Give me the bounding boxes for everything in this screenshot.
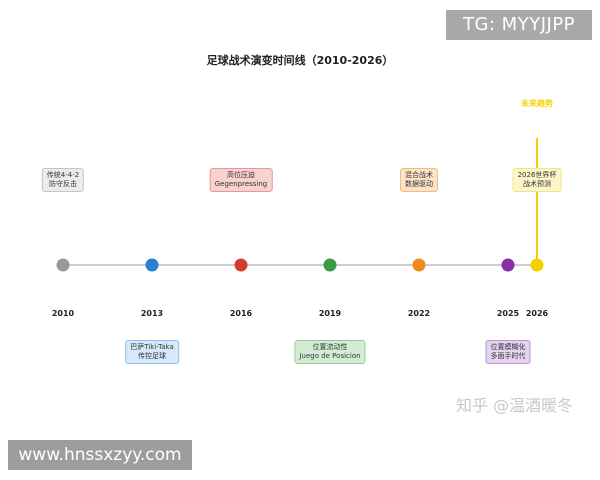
event-subtitle: 防守反击: [48, 180, 77, 188]
event-dot-2026: [530, 258, 544, 272]
event-box-2016: 高位压迫 Gegenpressing: [209, 168, 273, 192]
event-dot-2019: [323, 258, 337, 272]
event-dot-2016: [234, 258, 248, 272]
event-title: 2026世界杯: [517, 171, 557, 179]
year-label-2013: 2013: [140, 309, 164, 318]
event-dot-2013: [145, 258, 159, 272]
event-dot-2010: [56, 258, 70, 272]
event-box-2026: 2026世界杯 战术预测: [512, 168, 562, 192]
diagram-title: 足球战术演变时间线（2010-2026）: [206, 54, 394, 67]
year-label-2016: 2016: [229, 309, 253, 318]
event-box-2013: 巴萨Tiki-Taka 传控足球: [125, 340, 179, 364]
event-title: 巴萨Tiki-Taka: [130, 343, 174, 351]
event-subtitle: 传控足球: [137, 352, 166, 360]
event-subtitle: 多面手时代: [490, 352, 526, 360]
event-box-2010: 传统4-4-2 防守反击: [41, 168, 85, 192]
event-box-2019: 位置流动性 Juego de Posicion: [294, 340, 366, 364]
event-title: 混合战术: [405, 171, 433, 179]
year-label-2022: 2022: [407, 309, 431, 318]
event-title: 位置流动性: [312, 343, 348, 351]
event-dot-2025: [501, 258, 515, 272]
year-label-2010: 2010: [51, 309, 75, 318]
site-watermark: www.hnssxzyy.com: [8, 440, 192, 470]
event-title: 传统4-4-2: [46, 171, 80, 179]
event-subtitle: 数据驱动: [405, 180, 433, 188]
zhihu-watermark: 知乎 @温酒暖冬: [456, 396, 574, 415]
event-subtitle: Gegenpressing: [214, 180, 268, 188]
event-box-2025: 位置模糊化 多面手时代: [485, 340, 531, 364]
year-label-2019: 2019: [318, 309, 342, 318]
event-title: 位置模糊化: [490, 343, 526, 351]
event-dot-2022: [412, 258, 426, 272]
year-label-2026: 2026: [525, 309, 549, 318]
event-subtitle: Juego de Posicion: [299, 352, 361, 360]
event-title: 高位压迫: [226, 171, 255, 179]
event-subtitle: 战术预测: [522, 180, 551, 188]
tg-watermark: TG: MYYJJPP: [446, 10, 592, 40]
future-trend-label: 未来趋势: [521, 99, 553, 108]
year-label-2025: 2025: [496, 309, 520, 318]
event-box-2022: 混合战术 数据驱动: [400, 168, 438, 192]
